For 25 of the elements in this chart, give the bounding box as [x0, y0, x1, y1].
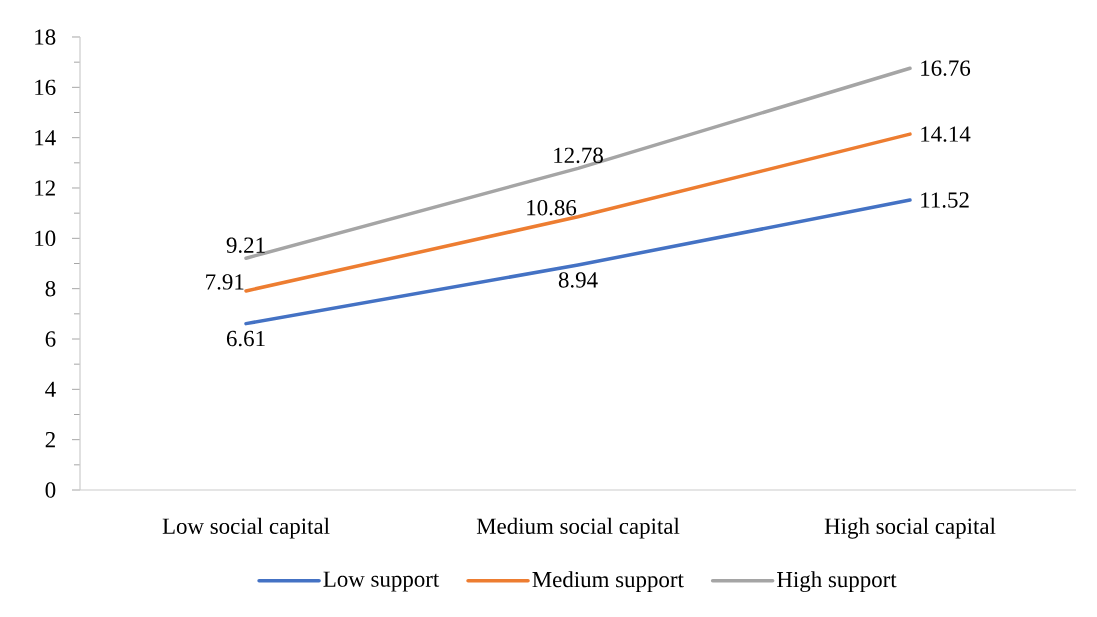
y-tick-label: 10 — [35, 230, 56, 247]
y-tick-label: 6 — [45, 331, 56, 347]
data-label: 6.61 — [226, 330, 265, 347]
y-tick-label: 12 — [35, 180, 55, 196]
y-tick-label: 0 — [45, 482, 56, 498]
legend-label: High support — [777, 571, 897, 593]
y-tick-label: 16 — [35, 79, 56, 96]
legend-label: Low support — [323, 571, 440, 592]
data-label: 8.94 — [558, 272, 598, 288]
y-tick-label: 14 — [35, 130, 56, 146]
y-tick-label: 8 — [45, 280, 56, 297]
data-label: 14.14 — [921, 126, 971, 142]
data-label: 12.78 — [554, 147, 603, 164]
data-label: 16.76 — [921, 60, 971, 76]
y-tick-label: 4 — [45, 381, 56, 397]
x-tick-label: Medium social capital — [476, 517, 680, 539]
data-label: 7.91 — [206, 274, 244, 290]
y-tick-label: 18 — [35, 29, 56, 45]
legend-label: Medium support — [532, 571, 684, 592]
x-tick-label: Low social capital — [162, 517, 330, 539]
y-tick-label: 2 — [45, 432, 55, 448]
x-tick-label: High social capital — [824, 517, 996, 539]
data-label: 9.21 — [226, 237, 265, 254]
data-label: 10.86 — [527, 199, 577, 216]
data-label: 11.52 — [921, 192, 969, 208]
